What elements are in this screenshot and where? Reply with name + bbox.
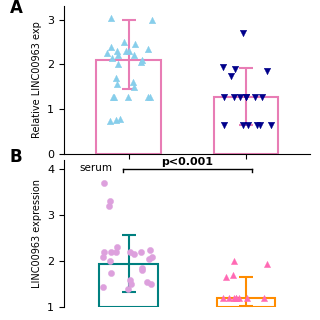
Point xyxy=(111,94,116,99)
Point xyxy=(101,254,106,259)
Point xyxy=(264,68,269,74)
Text: A: A xyxy=(10,0,23,17)
Point xyxy=(233,295,238,300)
Point xyxy=(112,94,117,99)
Point xyxy=(145,94,150,99)
Point xyxy=(259,94,264,100)
Point xyxy=(228,73,234,78)
Bar xyxy=(214,97,278,154)
Point xyxy=(140,268,145,273)
Point xyxy=(237,94,242,100)
Point xyxy=(125,286,130,292)
Y-axis label: Relative LINC00963 exp: Relative LINC00963 exp xyxy=(32,21,42,139)
Point xyxy=(221,64,226,69)
Point xyxy=(129,282,134,287)
Point xyxy=(116,53,121,58)
Point xyxy=(232,295,237,300)
Point xyxy=(115,245,120,250)
Point xyxy=(236,295,241,300)
Point xyxy=(144,279,149,284)
Point xyxy=(245,122,251,127)
Point xyxy=(244,94,249,100)
Point xyxy=(114,250,119,255)
Point xyxy=(138,60,143,65)
Bar xyxy=(217,298,275,307)
Point xyxy=(268,122,273,127)
Point xyxy=(128,250,133,255)
Point xyxy=(258,122,263,127)
Point xyxy=(116,62,121,67)
Point xyxy=(114,75,119,80)
Point xyxy=(102,250,107,255)
Point xyxy=(148,94,153,99)
Point xyxy=(231,94,236,100)
Point xyxy=(227,295,232,300)
Point xyxy=(109,15,114,20)
Bar xyxy=(99,263,158,307)
Point xyxy=(108,250,113,255)
Text: serum: serum xyxy=(79,163,112,172)
Point xyxy=(240,122,245,127)
Point xyxy=(122,40,127,45)
Point xyxy=(140,57,145,62)
Point xyxy=(108,44,114,49)
Point xyxy=(265,261,270,266)
Point xyxy=(221,122,227,127)
Point xyxy=(104,51,109,56)
Point xyxy=(107,259,112,264)
Point xyxy=(117,116,122,121)
Point xyxy=(138,250,143,255)
Point xyxy=(130,80,135,85)
Point xyxy=(108,270,114,275)
Point xyxy=(132,42,138,47)
Point xyxy=(245,295,250,300)
Point xyxy=(231,259,236,264)
Text: B: B xyxy=(10,148,22,166)
Point xyxy=(125,94,131,99)
Point xyxy=(132,53,137,58)
Point xyxy=(230,272,236,277)
Point xyxy=(148,247,153,252)
Point xyxy=(220,295,225,300)
Point xyxy=(223,275,228,280)
Point xyxy=(113,117,118,123)
Point xyxy=(243,94,248,100)
Point xyxy=(107,199,112,204)
Point xyxy=(146,46,151,51)
Point xyxy=(149,254,155,259)
Point xyxy=(115,82,120,87)
Text: p<0.001: p<0.001 xyxy=(161,157,213,167)
Point xyxy=(100,284,105,289)
Point xyxy=(127,277,132,282)
Point xyxy=(127,48,132,53)
Point xyxy=(261,295,267,300)
Point xyxy=(110,55,115,60)
Point xyxy=(106,204,111,209)
Y-axis label: LINC00963 expression: LINC00963 expression xyxy=(32,179,42,288)
Point xyxy=(232,66,237,71)
Point xyxy=(114,48,119,53)
Point xyxy=(255,122,260,127)
Point xyxy=(147,256,152,261)
Point xyxy=(241,31,246,36)
Point xyxy=(131,84,136,89)
Point xyxy=(108,119,113,124)
Point xyxy=(101,180,106,186)
Bar xyxy=(96,60,161,154)
Point xyxy=(221,94,226,100)
Point xyxy=(149,282,154,287)
Point xyxy=(140,266,145,271)
Point xyxy=(132,252,137,257)
Point xyxy=(123,48,128,53)
Point xyxy=(150,17,155,22)
Point xyxy=(252,94,258,100)
Point xyxy=(233,295,238,300)
